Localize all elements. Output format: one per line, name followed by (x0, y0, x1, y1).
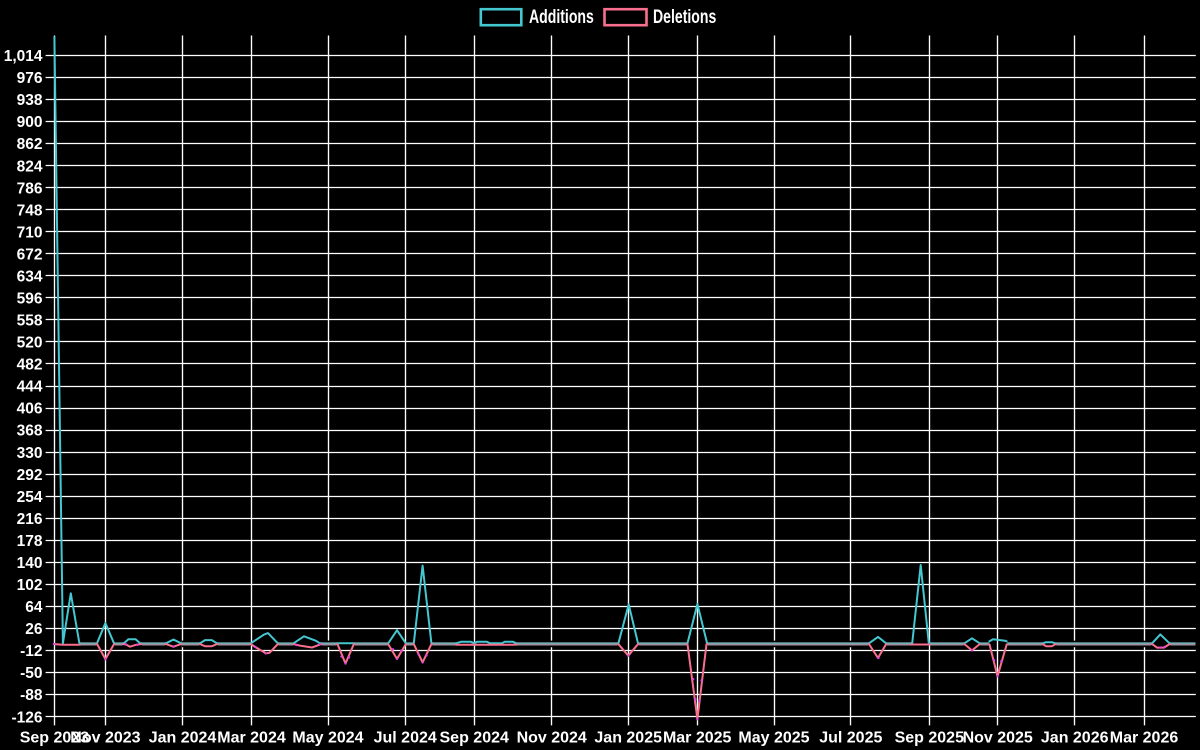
svg-text:May 2024: May 2024 (292, 729, 363, 746)
svg-text:330: 330 (17, 445, 43, 462)
svg-text:Nov 2023: Nov 2023 (70, 729, 140, 746)
svg-text:596: 596 (17, 290, 43, 307)
svg-text:Jul 2024: Jul 2024 (374, 729, 437, 746)
svg-text:Sep 2025: Sep 2025 (895, 729, 964, 746)
svg-text:824: 824 (17, 158, 43, 175)
svg-text:558: 558 (17, 313, 43, 330)
svg-text:292: 292 (17, 467, 43, 484)
svg-text:Jan 2024: Jan 2024 (149, 729, 217, 746)
svg-text:444: 444 (17, 379, 43, 396)
svg-text:-126: -126 (11, 709, 42, 726)
svg-text:May 2025: May 2025 (738, 729, 809, 746)
svg-text:938: 938 (17, 92, 43, 109)
svg-text:Nov 2025: Nov 2025 (963, 729, 1033, 746)
svg-text:Jan 2026: Jan 2026 (1041, 729, 1109, 746)
svg-text:786: 786 (17, 180, 43, 197)
svg-text:Jul 2025: Jul 2025 (819, 729, 882, 746)
svg-text:-88: -88 (20, 687, 43, 704)
svg-text:406: 406 (17, 401, 43, 418)
svg-text:-50: -50 (20, 665, 42, 682)
svg-text:368: 368 (17, 423, 43, 440)
svg-text:216: 216 (17, 511, 43, 528)
svg-text:Nov 2024: Nov 2024 (517, 729, 587, 746)
svg-text:748: 748 (17, 202, 43, 219)
svg-text:140: 140 (17, 555, 43, 572)
svg-text:Sep 2024: Sep 2024 (440, 729, 509, 746)
svg-text:710: 710 (17, 224, 43, 241)
svg-text:900: 900 (17, 114, 43, 131)
svg-text:254: 254 (17, 489, 43, 506)
svg-text:672: 672 (17, 246, 43, 263)
svg-text:64: 64 (25, 599, 43, 616)
svg-text:976: 976 (17, 70, 43, 87)
svg-text:26: 26 (25, 621, 43, 638)
svg-text:Mar 2025: Mar 2025 (663, 729, 732, 746)
svg-text:Jan 2025: Jan 2025 (594, 729, 662, 746)
svg-text:634: 634 (17, 268, 43, 285)
svg-text:102: 102 (17, 577, 43, 594)
svg-text:520: 520 (17, 335, 43, 352)
svg-text:-12: -12 (20, 643, 42, 660)
svg-text:862: 862 (17, 136, 43, 153)
svg-text:Sep 2023: Sep 2023 (20, 729, 89, 746)
svg-text:Mar 2026: Mar 2026 (1110, 729, 1179, 746)
svg-text:1,014: 1,014 (4, 48, 43, 65)
svg-text:178: 178 (17, 533, 43, 550)
svg-text:482: 482 (17, 357, 43, 374)
svg-text:Mar 2024: Mar 2024 (217, 729, 286, 746)
